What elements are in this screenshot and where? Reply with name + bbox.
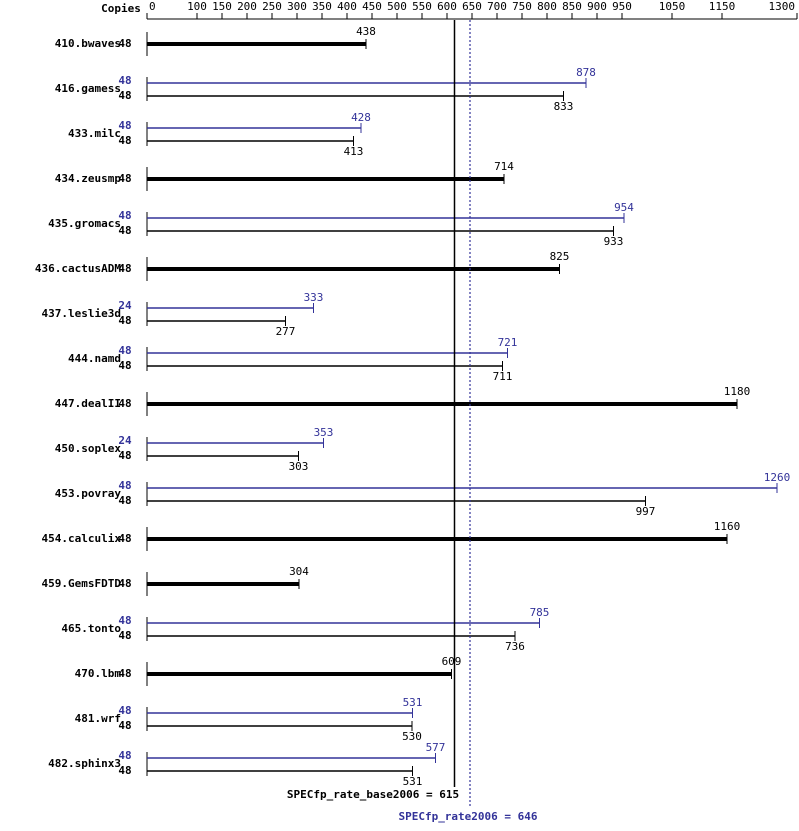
copies-label: 48 [118,37,131,50]
copies-label: 48 [118,359,131,372]
benchmark-name: 470.lbm [75,667,122,680]
copies-label: 48 [118,749,131,762]
value-label: 785 [530,606,550,619]
value-label: 721 [498,336,518,349]
x-tick-label: 1150 [709,0,736,13]
copies-label: 48 [118,577,131,590]
benchmark-name: 416.gamess [55,82,121,95]
copies-label: 48 [118,209,131,222]
benchmark-name: 481.wrf [75,712,121,725]
value-label: 714 [494,160,514,173]
value-label: 531 [403,696,423,709]
x-tick-label: 650 [462,0,482,13]
value-label: 1160 [714,520,741,533]
copies-label: 48 [118,629,131,642]
copies-label: 48 [118,449,131,462]
copies-label: 48 [118,314,131,327]
x-tick-label: 450 [362,0,382,13]
copies-label: 48 [118,224,131,237]
copies-label: 24 [118,434,132,447]
copies-label: 24 [118,299,132,312]
benchmark-name: 447.dealII [55,397,121,410]
copies-label: 48 [118,719,131,732]
reference-label: SPECfp_rate2006 = 646 [398,810,537,823]
benchmark-name: 436.cactusADM [35,262,121,275]
value-label: 277 [276,325,296,338]
benchmark-name: 454.calculix [42,532,122,545]
copies-label: 48 [118,89,131,102]
value-label: 609 [442,655,462,668]
x-tick-label: 400 [337,0,357,13]
value-label: 833 [554,100,574,113]
x-tick-label: 800 [537,0,557,13]
copies-label: 48 [118,397,131,410]
copies-label: 48 [118,667,131,680]
benchmark-name: 435.gromacs [48,217,121,230]
x-tick-label: 700 [487,0,507,13]
copies-label: 48 [118,172,131,185]
x-tick-label: 100 [187,0,207,13]
benchmark-name: 444.namd [68,352,121,365]
value-label: 954 [614,201,634,214]
benchmark-name: 450.soplex [55,442,122,455]
x-tick-label: 750 [512,0,532,13]
benchmark-name: 433.milc [68,127,121,140]
value-label: 997 [636,505,656,518]
value-label: 428 [351,111,371,124]
value-label: 304 [289,565,309,578]
x-tick-label: 550 [412,0,432,13]
copies-label: 48 [118,479,131,492]
x-tick-label: 850 [562,0,582,13]
copies-label: 48 [118,134,131,147]
x-tick-label: 0 [149,0,156,13]
copies-label: 48 [118,344,131,357]
x-tick-label: 250 [262,0,282,13]
copies-label: 48 [118,262,131,275]
value-label: 878 [576,66,596,79]
copies-header: Copies [101,2,141,15]
copies-label: 48 [118,614,131,627]
copies-label: 48 [118,74,131,87]
x-tick-label: 1050 [659,0,686,13]
value-label: 711 [493,370,513,383]
x-tick-label: 150 [212,0,232,13]
value-label: 1180 [724,385,751,398]
value-label: 736 [505,640,525,653]
value-label: 413 [344,145,364,158]
x-tick-label: 900 [587,0,607,13]
x-tick-label: 500 [387,0,407,13]
value-label: 333 [304,291,324,304]
copies-label: 48 [118,704,131,717]
benchmark-name: 437.leslie3d [42,307,121,320]
reference-label: SPECfp_rate_base2006 = 615 [287,788,459,801]
value-label: 530 [402,730,422,743]
value-label: 303 [289,460,309,473]
copies-label: 48 [118,119,131,132]
value-label: 825 [550,250,570,263]
benchmark-name: 453.povray [55,487,122,500]
value-label: 577 [426,741,446,754]
copies-label: 48 [118,764,131,777]
x-tick-label: 200 [237,0,257,13]
value-label: 1260 [764,471,791,484]
copies-label: 48 [118,532,131,545]
benchmark-name: 410.bwaves [55,37,121,50]
x-tick-label: 1300 [769,0,796,13]
value-label: 438 [356,25,376,38]
x-tick-label: 950 [612,0,632,13]
benchmark-name: 482.sphinx3 [48,757,121,770]
x-tick-label: 300 [287,0,307,13]
value-label: 933 [604,235,624,248]
x-tick-label: 350 [312,0,332,13]
value-label: 353 [314,426,334,439]
benchmark-name: 459.GemsFDTD [42,577,122,590]
copies-label: 48 [118,494,131,507]
x-tick-label: 600 [437,0,457,13]
benchmark-name: 465.tonto [61,622,121,635]
value-label: 531 [403,775,423,788]
benchmark-name: 434.zeusmp [55,172,122,185]
